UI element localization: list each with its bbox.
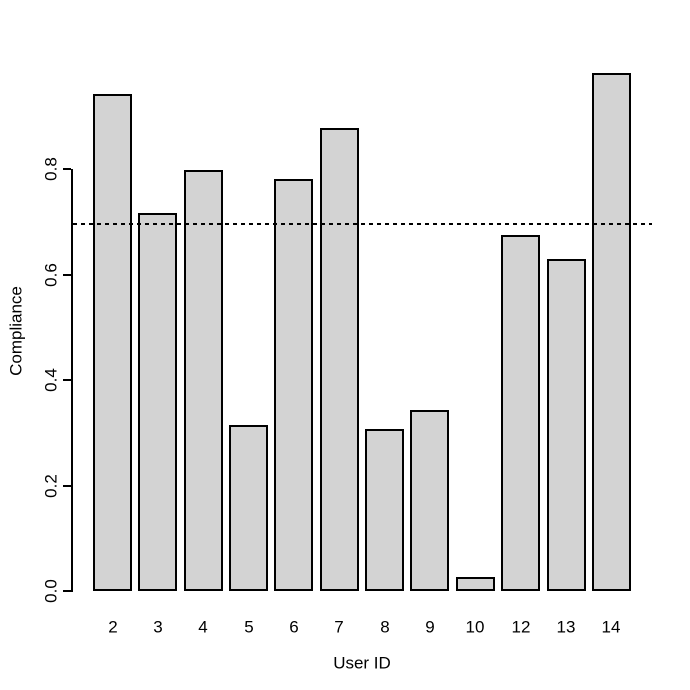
x-axis-category-label: 9 [425, 617, 435, 637]
bar [410, 410, 449, 591]
y-axis-tick-label: 0.4 [41, 368, 61, 392]
x-axis-category-label: 6 [289, 617, 299, 637]
bar [229, 425, 268, 591]
dashed-reference-line [73, 223, 652, 225]
bar [547, 259, 586, 591]
x-axis-category-label: 14 [601, 617, 621, 637]
bar [320, 128, 359, 591]
x-axis-category-label: 4 [198, 617, 208, 637]
x-axis-category-label: 7 [334, 617, 344, 637]
bar [274, 179, 313, 591]
x-axis-category-label: 13 [556, 617, 576, 637]
y-axis-tick-label: 0.2 [41, 474, 61, 498]
y-axis-tick-label: 0.8 [41, 157, 61, 181]
plot-area [73, 64, 652, 591]
x-axis-category-label: 2 [108, 617, 118, 637]
y-axis-tick [63, 379, 71, 381]
x-axis-title: User ID [333, 653, 391, 673]
x-axis-category-label: 12 [511, 617, 531, 637]
bar [365, 429, 404, 591]
bar [456, 577, 495, 591]
x-axis-category-label: 5 [244, 617, 254, 637]
bar [184, 170, 223, 591]
x-axis-category-label: 10 [465, 617, 485, 637]
bar [592, 73, 631, 591]
bar [93, 94, 132, 591]
x-axis-category-label: 3 [153, 617, 163, 637]
bar [501, 235, 540, 591]
bar [138, 213, 177, 591]
y-axis-tick-label: 0.6 [41, 263, 61, 287]
y-axis-tick [63, 590, 71, 592]
y-axis-title: Compliance [6, 286, 26, 376]
y-axis-tick-label: 0.0 [41, 579, 61, 603]
y-axis-tick [63, 274, 71, 276]
x-axis-category-label: 8 [380, 617, 390, 637]
y-axis-line [71, 169, 73, 592]
y-axis-tick [63, 485, 71, 487]
y-axis-tick [63, 168, 71, 170]
